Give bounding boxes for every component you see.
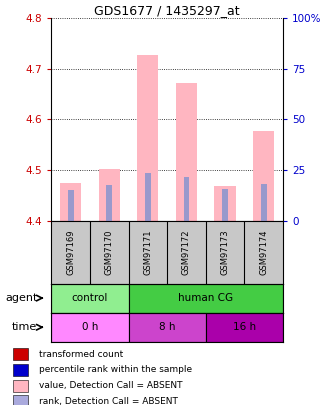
Text: 16 h: 16 h [233,322,256,332]
Bar [106,185,112,221]
Title: GDS1677 / 1435297_at: GDS1677 / 1435297_at [94,4,240,17]
Bar [13,395,28,405]
Bar [128,313,206,342]
Text: rank, Detection Call = ABSENT: rank, Detection Call = ABSENT [39,397,178,405]
Text: GSM97172: GSM97172 [182,229,191,275]
Text: GSM97171: GSM97171 [143,229,152,275]
Bar [51,313,128,342]
Bar [128,284,283,313]
Text: percentile rank within the sample: percentile rank within the sample [39,365,192,375]
Text: control: control [72,293,108,303]
Text: GSM97173: GSM97173 [220,229,230,275]
Text: agent: agent [5,293,37,303]
Bar [68,190,73,221]
Bar [176,83,197,221]
Text: GSM97174: GSM97174 [259,229,268,275]
Bar [60,183,81,221]
Text: 0 h: 0 h [82,322,98,332]
Bar [13,379,28,392]
Bar [261,184,266,221]
Bar [13,348,28,360]
Bar [99,168,120,221]
Text: time: time [12,322,37,332]
Bar [13,364,28,376]
Bar [206,313,283,342]
Text: GSM97169: GSM97169 [66,229,75,275]
Bar [222,189,228,221]
Text: value, Detection Call = ABSENT: value, Detection Call = ABSENT [39,381,183,390]
Bar [214,186,236,221]
Text: human CG: human CG [178,293,233,303]
Bar [184,177,189,221]
Bar [137,55,159,221]
Text: transformed count: transformed count [39,350,123,359]
Text: GSM97170: GSM97170 [105,229,114,275]
Bar [51,284,128,313]
Bar [145,173,151,221]
Bar [253,130,274,221]
Text: 8 h: 8 h [159,322,175,332]
